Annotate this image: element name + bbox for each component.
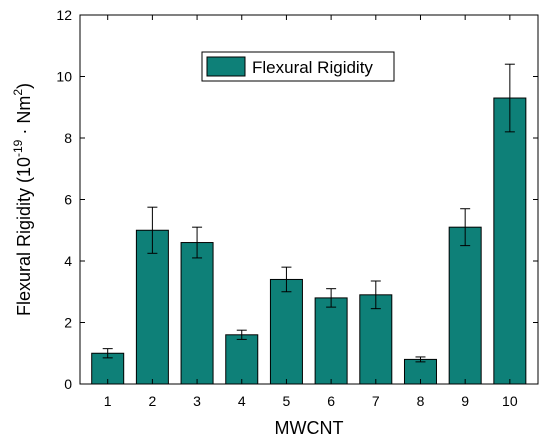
y-tick-label-10: 10 xyxy=(56,69,72,85)
x-tick-label-1: 1 xyxy=(104,393,112,409)
bar-1 xyxy=(91,352,125,385)
y-tick-label-0: 0 xyxy=(64,376,72,392)
y-tick-label-8: 8 xyxy=(64,130,72,146)
y-axis-label-square: 2 xyxy=(11,89,25,96)
y-tick-label-2: 2 xyxy=(64,315,72,331)
x-tick-label-5: 5 xyxy=(283,393,291,409)
y-axis-label-suffix: ) xyxy=(14,83,34,89)
legend-label: Flexural Rigidity xyxy=(252,58,373,77)
y-tick-label-6: 6 xyxy=(64,192,72,208)
x-tick-label-3: 3 xyxy=(193,393,201,409)
y-tick-label-12: 12 xyxy=(56,7,72,23)
bar-4 xyxy=(225,334,259,385)
y-tick-label-4: 4 xyxy=(64,253,72,269)
x-tick-label-9: 9 xyxy=(461,393,469,409)
y-axis-label-prefix: Flexural Rigidity (10 xyxy=(14,157,34,316)
bar-2 xyxy=(135,229,169,385)
x-tick-label-6: 6 xyxy=(327,393,335,409)
y-axis-label-mid: · Nm xyxy=(14,96,34,140)
bar-9 xyxy=(448,226,482,385)
bar-10 xyxy=(493,97,527,385)
bar-3 xyxy=(180,242,214,385)
x-tick-label-10: 10 xyxy=(502,393,518,409)
bars-group xyxy=(91,97,527,385)
x-axis-ticks: 1 2 3 4 5 6 7 8 9 10 xyxy=(104,15,518,409)
bar-6 xyxy=(314,297,348,385)
y-axis-label: Flexural Rigidity (10-19 · Nm2) xyxy=(11,83,34,316)
legend: Flexural Rigidity xyxy=(201,51,395,82)
y-axis-label-exponent: -19 xyxy=(11,139,25,157)
x-tick-label-7: 7 xyxy=(372,393,380,409)
bar-5 xyxy=(269,278,303,385)
error-bars-group xyxy=(102,63,515,363)
y-axis-ticks: 0 2 4 6 8 10 12 xyxy=(56,7,538,392)
x-tick-label-8: 8 xyxy=(417,393,425,409)
x-tick-label-4: 4 xyxy=(238,393,246,409)
legend-swatch xyxy=(206,56,246,77)
x-axis-label: MWCNT xyxy=(275,418,344,438)
x-tick-label-2: 2 xyxy=(148,393,156,409)
